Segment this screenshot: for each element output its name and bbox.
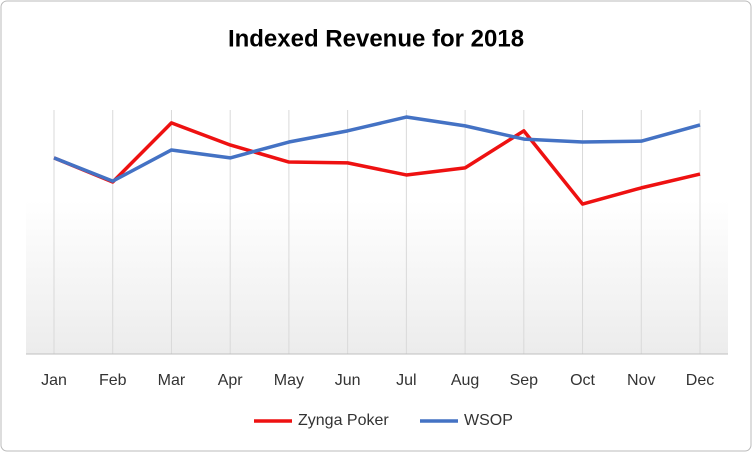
x-tick-label: Mar — [158, 372, 186, 389]
plot-background — [26, 200, 728, 354]
x-tick-label: Jun — [335, 372, 361, 389]
x-tick-label: Feb — [99, 372, 127, 389]
x-tick-label: Aug — [451, 372, 479, 389]
x-tick-label: Jan — [41, 372, 67, 389]
series-line — [53, 121, 701, 206]
x-tick-label: Jul — [396, 372, 416, 389]
x-tick-label: Dec — [686, 372, 714, 389]
x-tick-label: Sep — [510, 372, 539, 389]
x-tick-label: Oct — [570, 372, 595, 389]
series-line — [53, 115, 701, 183]
chart-title: Indexed Revenue for 2018 — [228, 25, 524, 52]
x-tick-label: May — [274, 372, 304, 389]
x-tick-label: Apr — [218, 372, 244, 389]
legend-label: WSOP — [464, 412, 513, 429]
x-tick-label: Nov — [627, 372, 655, 389]
legend-label: Zynga Poker — [298, 412, 389, 429]
